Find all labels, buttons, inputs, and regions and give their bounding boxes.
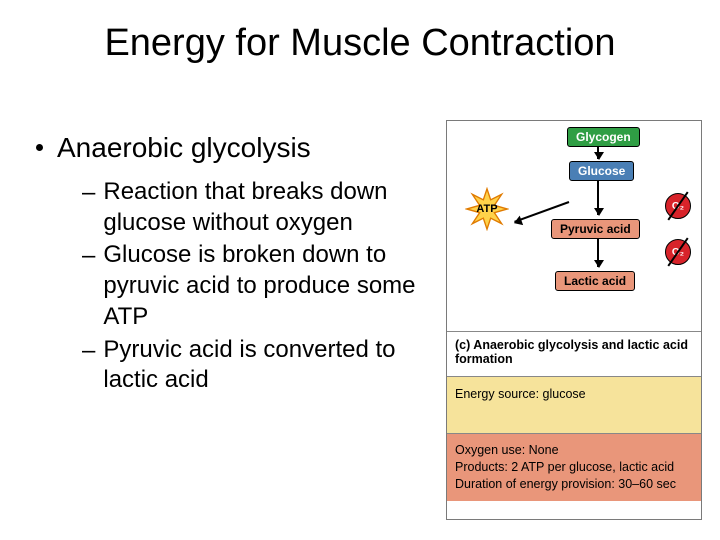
sub-bullet-item: – Pyruvic acid is converted to lactic ac… — [82, 335, 416, 396]
atp-star-icon: ATP — [465, 187, 509, 231]
node-glucose: Glucose — [569, 161, 634, 181]
atp-label: ATP — [476, 203, 497, 215]
node-lactic: Lactic acid — [555, 271, 635, 291]
bullet-text: Anaerobic glycolysis — [57, 130, 311, 165]
sub-bullet-list: – Reaction that breaks down glucose with… — [82, 177, 416, 396]
sub-bullet-text: Glucose is broken down to pyruvic acid t… — [103, 240, 416, 332]
bullet-dot-icon — [36, 144, 43, 151]
arrow-down-icon — [597, 145, 599, 159]
energy-source-row: Energy source: glucose — [447, 376, 701, 433]
bullet-item: Anaerobic glycolysis — [36, 130, 416, 165]
sub-bullet-item: – Glucose is broken down to pyruvic acid… — [82, 240, 416, 332]
flowchart-area: Glycogen Glucose Pyruvic acid Lactic aci… — [447, 121, 701, 331]
sub-bullet-text: Pyruvic acid is converted to lactic acid — [103, 335, 416, 396]
diagram-panel: Glycogen Glucose Pyruvic acid Lactic aci… — [446, 120, 702, 520]
diagram-caption: (c) Anaerobic glycolysis and lactic acid… — [447, 331, 701, 376]
info-line: Products: 2 ATP per glucose, lactic acid — [455, 459, 693, 476]
info-row: Oxygen use: None Products: 2 ATP per glu… — [447, 433, 701, 501]
dash-icon: – — [82, 242, 95, 270]
slide-title: Energy for Muscle Contraction — [0, 22, 720, 65]
node-pyruvic: Pyruvic acid — [551, 219, 640, 239]
arrow-down-icon — [597, 179, 599, 215]
arrow-down-icon — [597, 239, 599, 267]
text-column: Anaerobic glycolysis – Reaction that bre… — [36, 130, 416, 398]
info-line: Oxygen use: None — [455, 442, 693, 459]
node-glycogen: Glycogen — [567, 127, 640, 147]
sub-bullet-item: – Reaction that breaks down glucose with… — [82, 177, 416, 238]
dash-icon: – — [82, 337, 95, 365]
sub-bullet-text: Reaction that breaks down glucose withou… — [103, 177, 416, 238]
dash-icon: – — [82, 179, 95, 207]
info-line: Duration of energy provision: 30–60 sec — [455, 476, 693, 493]
